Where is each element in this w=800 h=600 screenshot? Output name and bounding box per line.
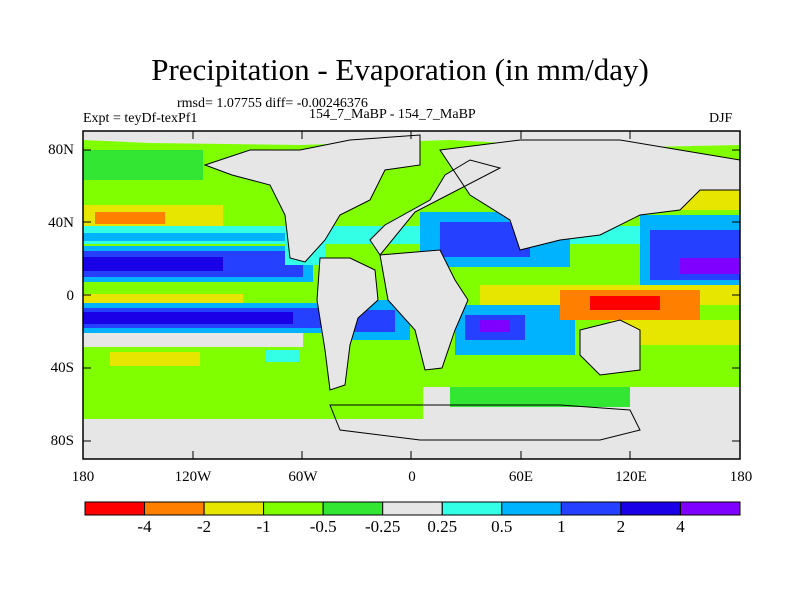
precip-evap-field	[83, 131, 740, 459]
colorbar-swatch	[441, 501, 503, 516]
colorbar-swatch	[203, 501, 265, 516]
colorbar-label: 1	[557, 517, 566, 536]
y-tick-label: 80S	[50, 433, 74, 449]
x-tick-label: 120W	[174, 469, 212, 485]
x-tick-label: 60E	[508, 469, 534, 485]
colorbar-swatch	[382, 501, 443, 516]
colorbar-label: -2	[197, 517, 212, 536]
colorbar-label: 0.25	[427, 517, 458, 536]
colorbar-label: 2	[616, 517, 626, 536]
case-label: 154_7_MaBP - 154_7_MaBP	[309, 107, 476, 122]
x-tick-label: 180	[729, 469, 753, 485]
y-tick-label: 80N	[48, 142, 74, 158]
x-tick-label: 0	[408, 469, 416, 485]
colorbar-label: 4	[676, 517, 685, 536]
experiment-label: Expt = teyDf-texPf1	[83, 111, 198, 126]
y-tick-label: 40S	[50, 360, 74, 376]
colorbar-swatch	[501, 501, 562, 516]
colorbar-swatch	[620, 501, 681, 516]
x-tick-label: 60W	[288, 469, 318, 485]
colorbar-swatch	[263, 501, 324, 516]
colorbar-label: -0.25	[364, 517, 401, 536]
colorbar-label: -0.5	[309, 517, 337, 536]
x-tick-label: 180	[71, 469, 95, 485]
colorbar-swatch	[84, 501, 145, 516]
axis-ticks	[83, 131, 740, 459]
y-tick-label: 0	[66, 288, 75, 304]
coastline-outlines	[203, 134, 740, 441]
season-label: DJF	[709, 111, 733, 126]
colorbar-swatch	[144, 501, 205, 516]
stats-label: rmsd= 1.07755 diff= -0.00246376	[177, 96, 368, 111]
colorbar-swatch	[680, 501, 741, 516]
colorbar-label: -1	[256, 517, 271, 536]
colorbar-label: -4	[137, 517, 152, 536]
x-tick-label: 120E	[615, 469, 647, 485]
map-title: Precipitation - Evaporation (in mm/day)	[151, 52, 649, 87]
colorbar	[84, 501, 741, 516]
colorbar-swatch	[322, 501, 384, 516]
y-tick-label: 40N	[48, 215, 74, 231]
colorbar-label: 0.5	[491, 517, 513, 536]
colorbar-swatch	[560, 501, 622, 516]
